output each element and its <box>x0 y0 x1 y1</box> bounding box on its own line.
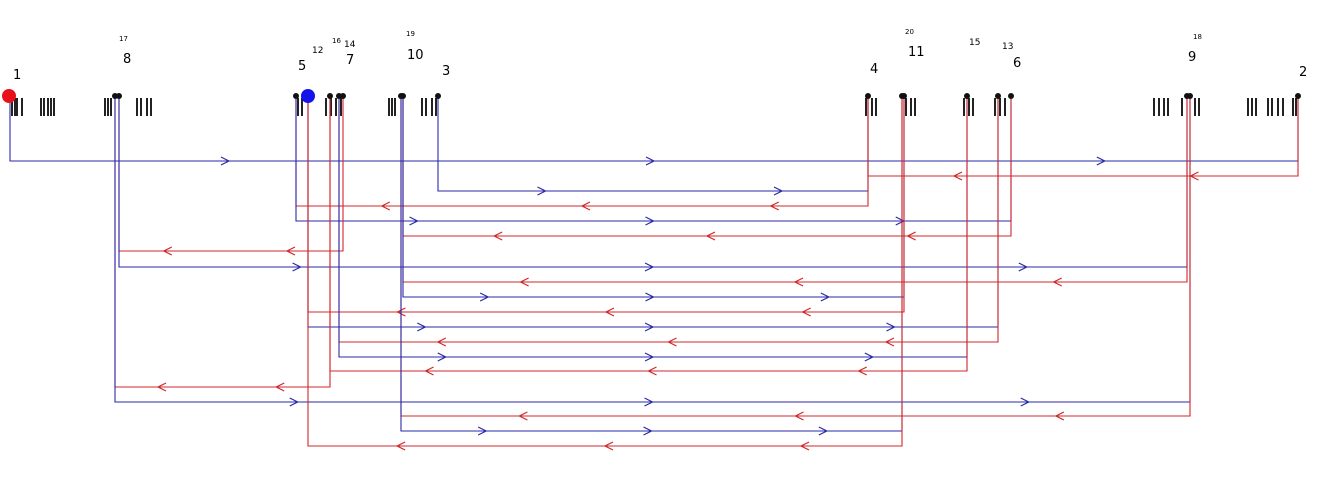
connection-arrow-1-2-1 <box>645 156 656 166</box>
connection-20-12 <box>307 96 903 451</box>
connection-arrow-15-16-2 <box>424 366 434 376</box>
connection-arrow-17-18-1 <box>644 397 654 407</box>
connection-arrow-12-13-0 <box>417 322 427 332</box>
connection-arrow-9-10-1 <box>793 277 804 287</box>
connection-arrow-1-2-2 <box>1096 156 1107 166</box>
node-dot-19 <box>398 93 404 99</box>
connection-arrow-20-12-1 <box>603 441 614 451</box>
connection-arrow-5-6-1 <box>645 216 655 226</box>
connection-arrow-18-19-0 <box>1054 411 1065 421</box>
connection-arrow-9-10-0 <box>1052 277 1062 287</box>
connection-arrow-3-4-0 <box>537 186 547 196</box>
connection-arrow-7-8-1 <box>162 246 173 256</box>
node-label-2: 2 <box>1299 65 1307 80</box>
connection-arrow-13-14-2 <box>436 337 447 347</box>
node-label-9: 9 <box>1188 50 1196 65</box>
node-dot-5 <box>293 93 299 99</box>
node-dot-3 <box>435 93 441 99</box>
connection-arrow-8-9-0 <box>292 262 302 272</box>
connection-arrow-10-11-1 <box>645 292 655 302</box>
connection-arrow-1-2-0 <box>220 156 231 166</box>
connection-arrow-20-12-2 <box>395 441 406 451</box>
connection-arrow-16-17-0 <box>274 382 285 392</box>
connection-arrow-9-10-2 <box>519 277 529 287</box>
node-label-7: 7 <box>346 53 354 68</box>
connection-arrow-19-20-1 <box>643 426 653 436</box>
node-dot-18 <box>1187 93 1193 99</box>
connection-arrow-2-4-1 <box>952 171 963 181</box>
connection-arrow-8-9-1 <box>644 262 655 272</box>
connection-arrow-19-20-2 <box>818 426 829 436</box>
node-label-1: 1 <box>13 68 21 83</box>
connections <box>9 96 1299 451</box>
connection-arrow-6-10-2 <box>492 231 503 241</box>
barcode-ticks <box>11 98 1297 116</box>
node-dot-4 <box>865 93 871 99</box>
connection-arrow-17-18-0 <box>289 397 300 407</box>
node-dot-20 <box>899 93 905 99</box>
marker-node-1 <box>2 89 16 103</box>
node-label-11: 11 <box>908 45 925 60</box>
node-label-17: 17 <box>119 35 128 43</box>
node-label-14: 14 <box>344 40 356 50</box>
connection-arrow-16-17-1 <box>156 382 167 392</box>
connection-arrow-4-5-1 <box>580 201 591 211</box>
connection-arrow-15-16-1 <box>647 366 657 376</box>
connection-arrow-11-12-1 <box>604 307 615 317</box>
connection-arrow-11-12-0 <box>801 307 811 317</box>
connection-arrow-11-12-2 <box>396 307 406 317</box>
node-label-18: 18 <box>1193 33 1202 41</box>
node-label-10: 10 <box>407 48 424 63</box>
node-dots <box>2 89 1301 103</box>
connection-arrow-10-11-2 <box>820 292 831 302</box>
node-label-6: 6 <box>1013 56 1021 71</box>
node-label-4: 4 <box>870 62 878 77</box>
connection-arrow-5-6-0 <box>409 216 419 226</box>
connection-arrow-19-20-0 <box>477 426 488 436</box>
connection-arrow-10-11-0 <box>479 292 490 302</box>
connection-arrow-14-15-1 <box>644 352 655 362</box>
node-label-13: 13 <box>1002 42 1013 52</box>
connection-arrow-6-10-1 <box>705 231 716 241</box>
connection-arrow-17-18-2 <box>1020 397 1031 407</box>
connection-arrow-20-12-0 <box>799 441 810 451</box>
connection-arrow-13-14-1 <box>667 337 677 347</box>
node-dot-2 <box>1295 93 1301 99</box>
connection-arrow-4-5-2 <box>380 201 391 211</box>
node-dot-15 <box>964 93 970 99</box>
marker-node-12 <box>301 89 315 103</box>
node-label-19: 19 <box>406 30 415 38</box>
node-label-20: 20 <box>905 28 914 36</box>
node-dot-16 <box>327 93 333 99</box>
node-dot-13 <box>995 93 1001 99</box>
connection-arrow-7-8-0 <box>285 246 296 256</box>
node-label-5: 5 <box>298 59 306 74</box>
connection-arrow-12-13-2 <box>886 322 896 332</box>
connection-arrow-4-5-0 <box>769 201 780 211</box>
node-dot-17 <box>112 93 118 99</box>
connection-arrow-3-4-1 <box>773 186 784 196</box>
connection-arrow-8-9-2 <box>1018 262 1029 272</box>
node-label-8: 8 <box>123 52 131 67</box>
connection-arrow-18-19-2 <box>518 411 528 421</box>
node-label-3: 3 <box>442 64 450 79</box>
connection-arrow-14-15-0 <box>437 352 448 362</box>
node-dot-6 <box>1008 93 1014 99</box>
node-label-15: 15 <box>969 38 980 48</box>
connection-arrow-12-13-1 <box>644 322 655 332</box>
connection-arrow-18-19-1 <box>794 411 804 421</box>
connection-arrow-6-10-0 <box>906 231 916 241</box>
node-dot-14 <box>336 93 342 99</box>
connection-arrow-13-14-0 <box>884 337 895 347</box>
connection-arrow-14-15-2 <box>864 352 875 362</box>
node-label-16: 16 <box>332 37 341 45</box>
connection-arrow-15-16-0 <box>857 366 867 376</box>
node-label-12: 12 <box>312 46 323 56</box>
